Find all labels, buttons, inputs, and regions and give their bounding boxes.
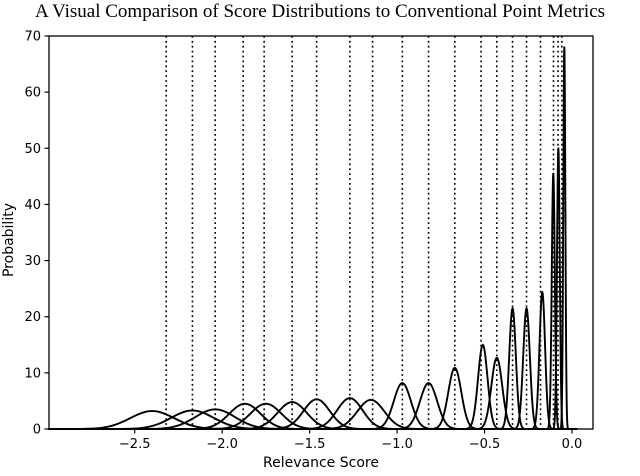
x-tick-label: 0.0: [562, 437, 583, 452]
y-tick-label: 70: [24, 30, 41, 45]
axes-spines: [48, 35, 594, 430]
y-tick-label: 60: [24, 86, 41, 101]
x-tick-label: −0.5: [469, 437, 501, 452]
x-axis-label: Relevance Score: [263, 455, 379, 471]
y-axis-label: Probability: [1, 203, 17, 278]
y-tick-label: 40: [24, 198, 41, 213]
chart-title: A Visual Comparison of Score Distributio…: [34, 1, 606, 22]
x-tick-label: −2.0: [206, 437, 238, 452]
y-tick-label: 50: [24, 142, 41, 157]
y-tick-label: 30: [24, 254, 41, 269]
x-tick-label: −1.5: [294, 437, 326, 452]
y-tick-label: 0: [33, 423, 41, 438]
x-tick-label: −1.0: [381, 437, 413, 452]
y-tick-label: 10: [24, 366, 41, 381]
y-tick-label: 20: [24, 310, 41, 325]
x-tick-label: −2.5: [119, 437, 151, 452]
